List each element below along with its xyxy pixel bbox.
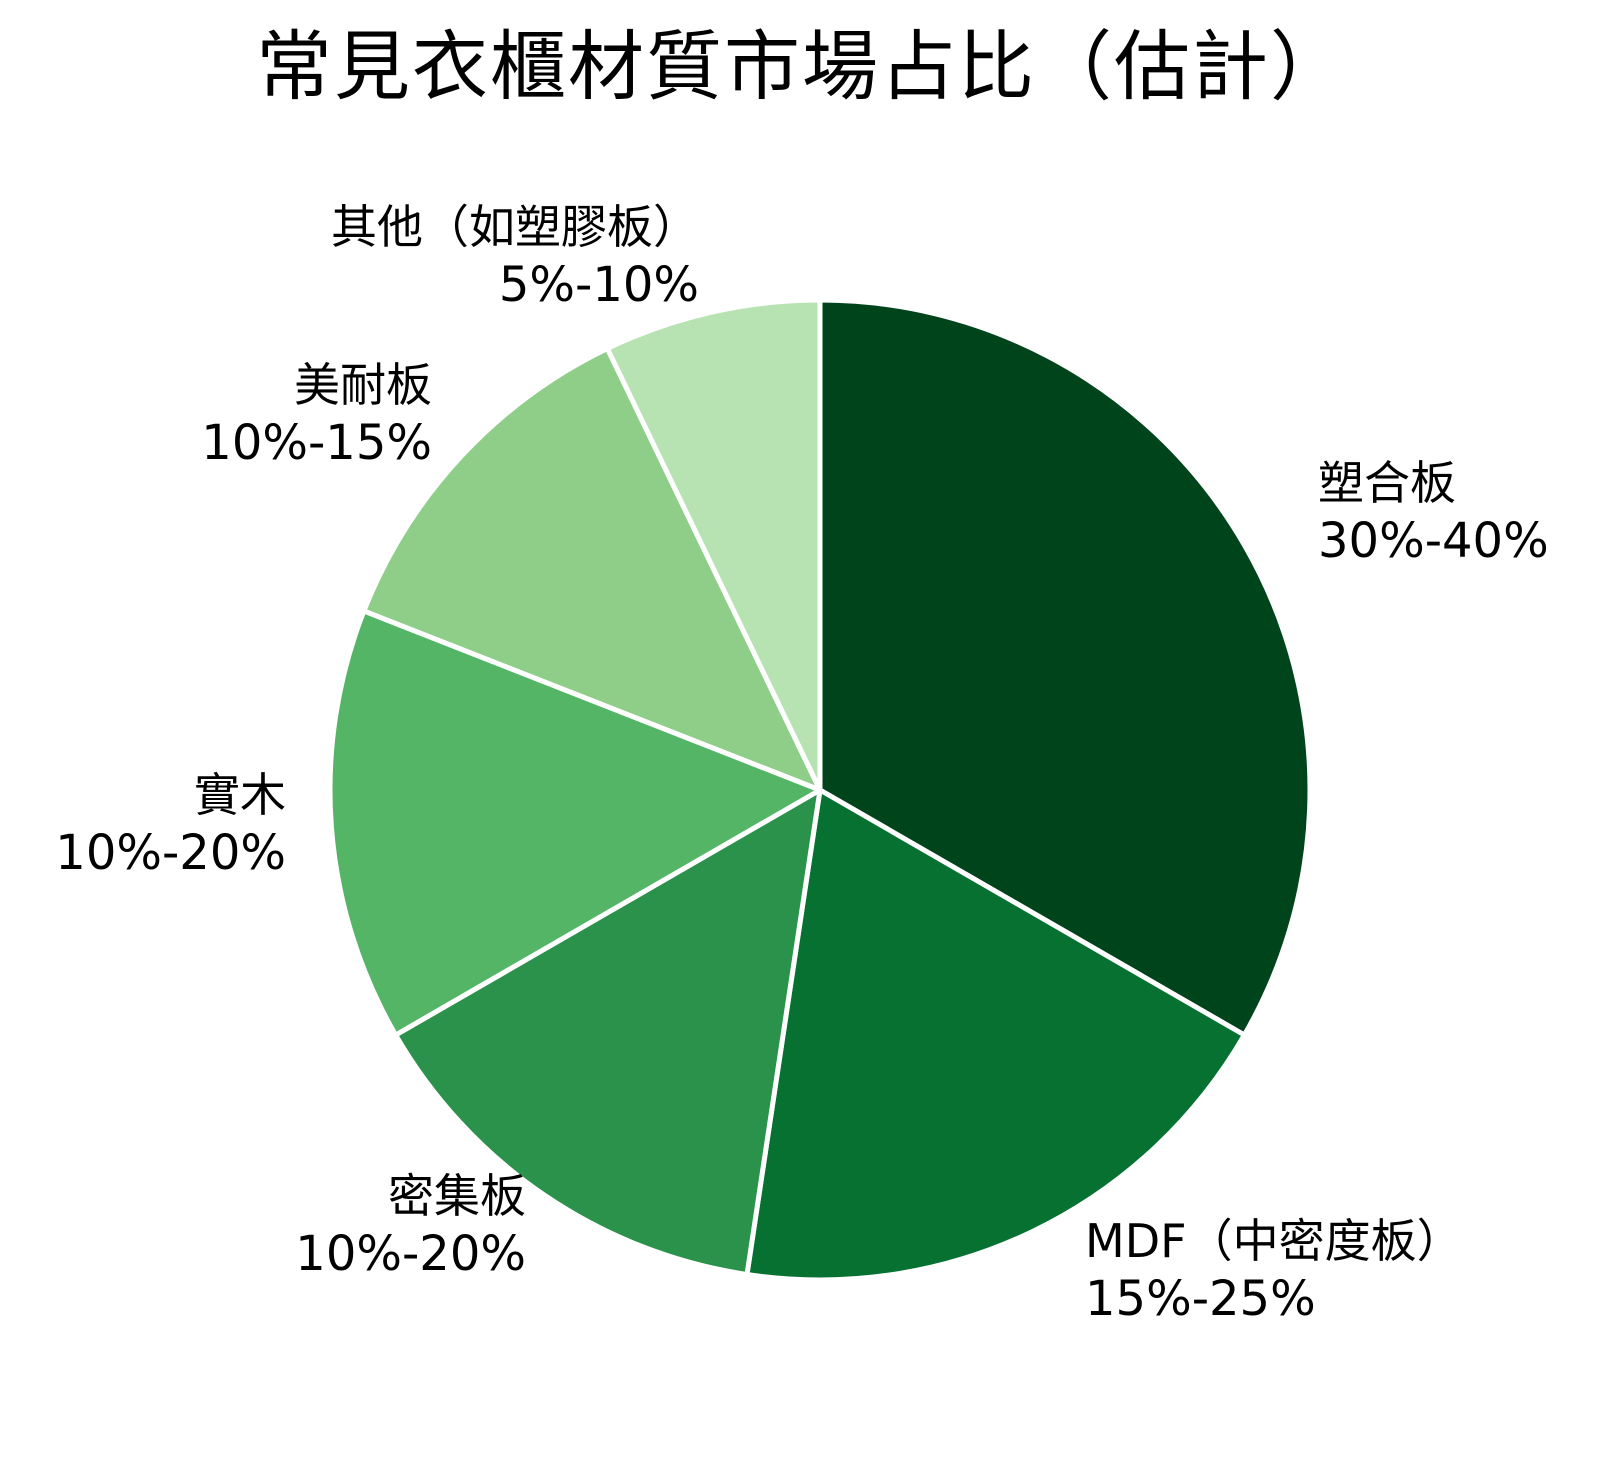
slice-name: MDF（中密度板） bbox=[1085, 1214, 1463, 1268]
slice-range: 5%-10% bbox=[498, 257, 699, 313]
slice-dense-board bbox=[393, 787, 823, 1278]
label-other: 其他（如塑膠板） 5%-10% bbox=[331, 198, 699, 314]
slice-range: 10%-20% bbox=[55, 825, 286, 881]
slice-range: 15%-25% bbox=[1085, 1271, 1316, 1327]
slice-name: 其他（如塑膠板） bbox=[331, 200, 699, 254]
label-solid-wood: 實木 10%-20% bbox=[55, 766, 286, 882]
slice-name: 塑合板 bbox=[1318, 456, 1456, 510]
slice-other bbox=[604, 297, 823, 793]
slice-mdf bbox=[744, 787, 1247, 1283]
slice-name: 實木 bbox=[194, 768, 286, 822]
label-particleboard: 塑合板 30%-40% bbox=[1318, 454, 1549, 570]
label-mdf: MDF（中密度板） 15%-25% bbox=[1085, 1212, 1463, 1328]
slice-particleboard bbox=[817, 297, 1313, 1038]
chart-title: 常見衣櫃材質市場占比（估計） bbox=[256, 22, 1348, 111]
slice-range: 10%-20% bbox=[295, 1226, 526, 1282]
slice-range: 30%-40% bbox=[1318, 513, 1549, 569]
slice-melamine bbox=[361, 346, 823, 793]
slice-name: 密集板 bbox=[388, 1169, 526, 1223]
slice-solid-wood bbox=[327, 608, 823, 1038]
label-melamine: 美耐板 10%-15% bbox=[201, 356, 432, 472]
slice-name: 美耐板 bbox=[294, 358, 432, 412]
slice-range: 10%-15% bbox=[201, 415, 432, 471]
label-dense-board: 密集板 10%-20% bbox=[295, 1167, 526, 1283]
